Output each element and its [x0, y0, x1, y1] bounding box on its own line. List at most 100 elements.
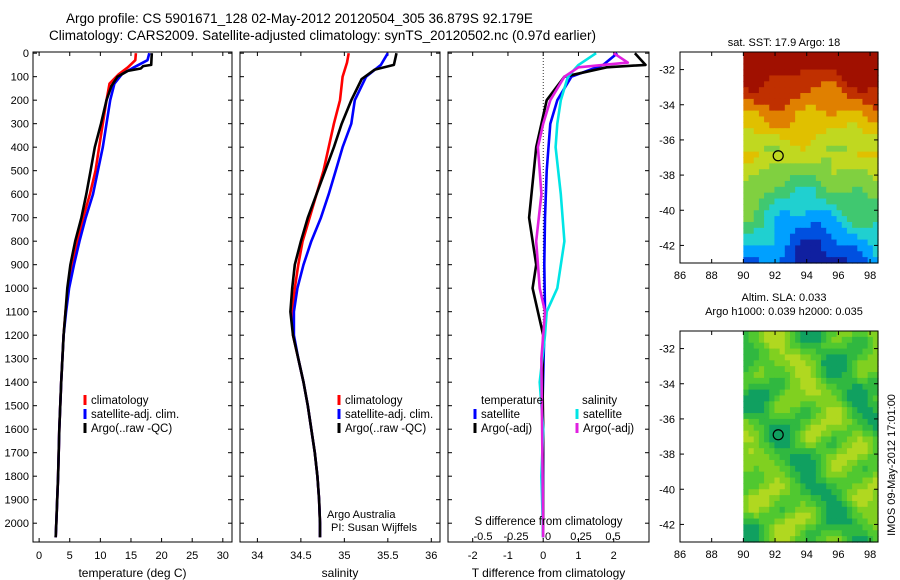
sla-cell [815, 489, 822, 496]
sst-cell [841, 216, 848, 223]
sla-cell [841, 401, 848, 408]
sla-cell [862, 354, 869, 361]
sla-cell [769, 524, 776, 531]
sla-cell [836, 430, 843, 438]
temperature-xtick-label: 15 [125, 550, 137, 562]
sst-cell [743, 227, 750, 235]
sst-cell [769, 98, 776, 106]
sst-cell [862, 116, 869, 123]
sst-cell [862, 52, 869, 59]
sst-cell [758, 169, 765, 176]
sst-cell [795, 134, 801, 141]
sst-cell [769, 216, 776, 223]
sla-cell [758, 360, 765, 367]
sst-cell [857, 104, 864, 112]
sla-cell [758, 442, 765, 449]
sst-cell [867, 69, 874, 77]
sla-cell [846, 395, 853, 402]
sla-cell [852, 436, 858, 443]
sst-cell [805, 175, 812, 182]
sst-cell [841, 93, 848, 100]
sla-cell [779, 483, 786, 490]
sla-cell [836, 418, 843, 426]
difference-xtick-label: -1 [503, 550, 513, 562]
sst-cell [774, 151, 781, 159]
diff-secondary-tick-label: -0.25 [503, 531, 528, 543]
sla-cell [774, 477, 781, 484]
sst-cell [800, 52, 807, 59]
sla-cell [862, 524, 869, 531]
sst-cell [810, 93, 817, 100]
sst-cell [810, 180, 817, 188]
sla-cell [779, 354, 786, 361]
sla-cell [769, 418, 776, 426]
sla-cell [852, 413, 858, 420]
sla-frame [679, 330, 879, 543]
sla-cell [831, 383, 838, 391]
sla-cell [758, 377, 765, 385]
sst-cell [795, 198, 801, 205]
sla-cell [789, 372, 796, 379]
sla-cell [836, 336, 843, 344]
sla-cell [764, 465, 770, 473]
sla-cell [800, 506, 807, 514]
legend-label: satellite-adj. clim. [345, 409, 433, 421]
sla-cell [758, 436, 765, 443]
sst-cell [753, 134, 760, 141]
sla-cell [852, 372, 858, 379]
sst-cell [789, 180, 796, 188]
sst-cell [774, 145, 781, 153]
sst-cell [810, 175, 817, 182]
sst-cell [841, 180, 848, 188]
sst-cell [852, 93, 858, 100]
sst-cell [831, 122, 838, 129]
sla-cell [857, 342, 864, 350]
sla-cell [821, 506, 827, 514]
sla-cell [862, 518, 869, 526]
sla-cell [769, 483, 776, 490]
difference-xtick-label: 0 [540, 550, 546, 562]
sla-cell [805, 366, 812, 373]
sst-cell [758, 210, 765, 217]
sla-cell [810, 454, 817, 461]
sla-cell [841, 483, 848, 490]
sla-cell [779, 471, 786, 479]
sst-cell [795, 251, 801, 258]
sst-cell [857, 122, 864, 129]
sla-cell [764, 524, 770, 531]
sla-cell [789, 418, 796, 426]
sla-cell [815, 377, 822, 385]
sla-cell [748, 530, 755, 537]
sla-cell [769, 413, 776, 420]
sst-cell [753, 239, 760, 247]
sst-cell [846, 104, 853, 112]
depth-tick-label: 500 [11, 166, 29, 178]
sla-cell [826, 413, 832, 420]
sla-cell [764, 336, 770, 344]
sst-cell [826, 128, 832, 135]
sla-cell [846, 401, 853, 408]
sst-cell [846, 52, 853, 59]
sla-cell [862, 436, 869, 443]
sla-cell [852, 389, 858, 397]
sst-cell [852, 116, 858, 123]
sla-cell [815, 530, 822, 537]
diff-legend-title-salinity: salinity [582, 395, 617, 407]
sst-cell [831, 98, 838, 106]
sst-cell [846, 98, 853, 106]
sst-cell [862, 216, 869, 223]
sst-cell [764, 239, 770, 247]
sst-cell [789, 198, 796, 205]
sla-cell [821, 483, 827, 490]
sla-cell [815, 512, 822, 520]
sst-cell [872, 157, 879, 164]
sst-cell [795, 163, 801, 170]
sst-cell [764, 57, 770, 65]
sst-cell [753, 63, 760, 71]
sst-cell [846, 87, 853, 94]
sst-cell [779, 216, 786, 223]
sst-cell [872, 204, 879, 211]
sla-cell [795, 383, 801, 391]
sla-cell [867, 454, 874, 461]
sst-cell [748, 104, 755, 112]
